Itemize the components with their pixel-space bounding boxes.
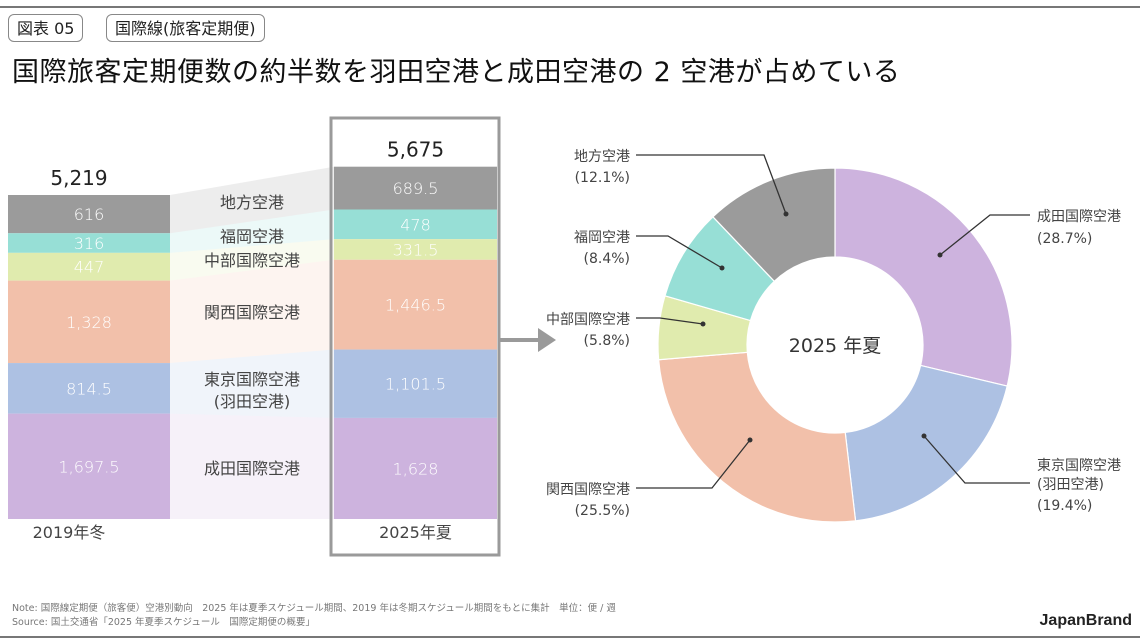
leader-dot bbox=[719, 265, 725, 271]
bar-segment-label: 478 bbox=[400, 215, 431, 234]
bar-segment bbox=[8, 252, 170, 281]
figure-number-tag: 図表 05 bbox=[8, 14, 84, 42]
connector-band bbox=[170, 413, 334, 519]
series-label: 関西国際空港 bbox=[204, 303, 300, 322]
bar-segment bbox=[334, 417, 497, 519]
leader-dot bbox=[937, 252, 943, 258]
slice-name-label: 成田国際空港 bbox=[1037, 209, 1121, 225]
bar-segment bbox=[8, 413, 170, 519]
leader-dot bbox=[747, 437, 753, 443]
connector-band bbox=[170, 259, 334, 364]
bar-segment-label: 1,446.5 bbox=[385, 296, 446, 315]
slice-percent-label: (8.4%) bbox=[584, 251, 631, 267]
leader-dot bbox=[921, 433, 927, 439]
bar-total-label: 5,219 bbox=[50, 166, 107, 190]
donut-slice bbox=[834, 167, 1013, 387]
series-label: 中部国際空港 bbox=[204, 251, 300, 270]
slice-name-label: 東京国際空港 bbox=[1037, 458, 1121, 474]
bottom-rule bbox=[0, 636, 1140, 638]
leader-dot bbox=[700, 321, 706, 327]
leader-line bbox=[636, 154, 787, 215]
bar-segment bbox=[334, 349, 497, 418]
leader-line bbox=[636, 317, 704, 325]
slice-name-label: 中部国際空港 bbox=[546, 312, 630, 328]
bar-segment bbox=[334, 239, 497, 260]
donut-slice bbox=[657, 351, 857, 523]
category-label: 2025年夏 bbox=[379, 523, 452, 542]
donut-center-label: 2025 年夏 bbox=[789, 335, 881, 357]
series-label: 地方空港 bbox=[220, 193, 284, 212]
slice-percent-label: (12.1%) bbox=[575, 170, 630, 186]
page-title: 国際旅客定期便数の約半数を羽田空港と成田空港の 2 空港が占めている bbox=[12, 57, 901, 88]
bar-segment-label: 447 bbox=[74, 258, 105, 277]
footer-note: Note: 国際線定期便（旅客便）空港別動向 2025 年は夏季スケジュール期間… bbox=[12, 603, 616, 614]
slice-name-label: 地方空港 bbox=[574, 149, 630, 165]
leader-line bbox=[923, 435, 1030, 484]
bar-segment bbox=[334, 209, 497, 240]
bar-segment bbox=[334, 166, 497, 210]
leader-line bbox=[636, 235, 723, 269]
series-label: (羽田空港) bbox=[214, 392, 291, 411]
series-label: 東京国際空港 bbox=[204, 370, 300, 389]
leader-dot bbox=[783, 211, 789, 217]
category-tag: 国際線(旅客定期便) bbox=[106, 14, 265, 42]
bar-segment-label: 1,628 bbox=[393, 459, 439, 478]
bar-segment-label: 616 bbox=[74, 205, 105, 224]
bar-segment-label: 1,697.5 bbox=[58, 457, 119, 476]
donut-slice bbox=[844, 364, 1008, 522]
leader-line bbox=[939, 214, 1030, 256]
slice-percent-label: (25.5%) bbox=[575, 503, 630, 519]
connector-band bbox=[170, 166, 334, 234]
bar-segment-label: 1,101.5 bbox=[385, 375, 446, 394]
bar-segment bbox=[8, 195, 170, 234]
arrow-head-icon bbox=[538, 328, 556, 352]
category-label: 2019年冬 bbox=[33, 523, 106, 542]
donut-slice bbox=[712, 167, 836, 283]
connector-band bbox=[170, 209, 334, 253]
series-label: 成田国際空港 bbox=[204, 459, 300, 478]
brand-logo: JapanBrand bbox=[1039, 612, 1132, 629]
bar-segment bbox=[8, 280, 170, 364]
slice-name-label: 福岡空港 bbox=[574, 230, 630, 246]
slice-percent-label: (19.4%) bbox=[1037, 498, 1092, 514]
bar-segment-label: 814.5 bbox=[66, 379, 112, 398]
slice-percent-label: (28.7%) bbox=[1037, 231, 1092, 247]
highlight-frame bbox=[329, 116, 501, 557]
footer-source: Source: 国土交通省「2025 年夏季スケジュール 国際定期便の概要」 bbox=[12, 617, 315, 628]
slice-name-label: (羽田空港) bbox=[1037, 477, 1104, 493]
bar-segment bbox=[334, 259, 497, 350]
series-label: 福岡空港 bbox=[220, 227, 284, 246]
bar-segment-label: 689.5 bbox=[393, 179, 439, 198]
connector-band bbox=[170, 239, 334, 281]
bar-segment-label: 1,328 bbox=[66, 313, 112, 332]
leader-line bbox=[636, 439, 751, 489]
bar-segment-label: 316 bbox=[74, 234, 105, 253]
connector-band bbox=[170, 349, 334, 418]
bar-segment-label: 331.5 bbox=[393, 240, 439, 259]
top-rule bbox=[0, 6, 1140, 8]
bar-segment bbox=[8, 233, 170, 253]
bar-total-label: 5,675 bbox=[387, 138, 444, 162]
slice-name-label: 関西国際空港 bbox=[546, 482, 630, 498]
bar-segment bbox=[8, 363, 170, 414]
slice-percent-label: (5.8%) bbox=[584, 333, 631, 349]
